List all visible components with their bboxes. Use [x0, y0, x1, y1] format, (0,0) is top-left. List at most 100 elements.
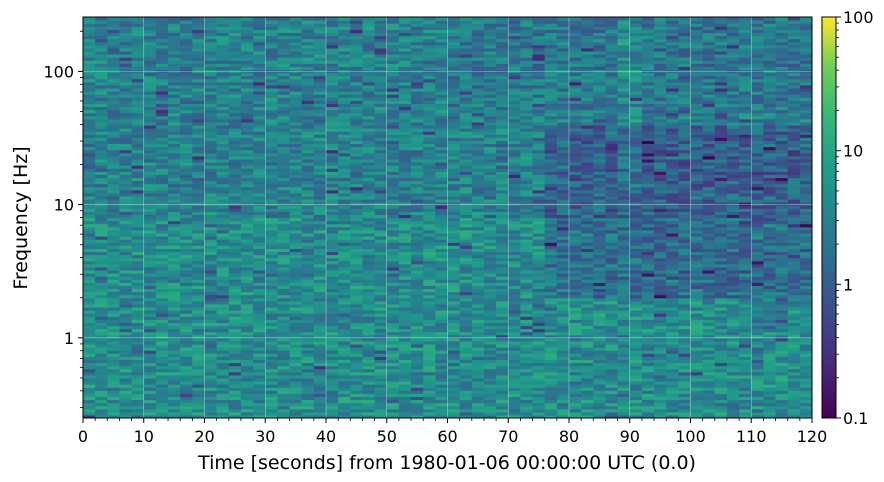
heatmap-cell	[83, 340, 96, 345]
heatmap-cell	[520, 343, 534, 348]
heatmap-cell	[228, 294, 242, 299]
heatmap-cell	[240, 387, 254, 391]
heatmap-cell	[313, 57, 327, 61]
heatmap-cell	[131, 20, 145, 24]
heatmap-cell	[350, 276, 364, 280]
heatmap-cell	[95, 337, 108, 342]
heatmap-cell	[374, 276, 388, 280]
heatmap-cell	[471, 78, 485, 83]
heatmap-cell	[447, 384, 461, 388]
heatmap-cell	[119, 226, 133, 231]
heatmap-cell	[192, 158, 206, 163]
heatmap-cell	[423, 195, 436, 200]
heatmap-cell	[204, 106, 218, 111]
heatmap-cell	[119, 368, 133, 373]
heatmap-cell	[265, 165, 278, 169]
heatmap-cell	[459, 38, 473, 43]
heatmap-cell	[386, 248, 400, 253]
heatmap-cell	[313, 276, 327, 280]
heatmap-cell	[155, 254, 169, 259]
heatmap-cell	[398, 20, 412, 24]
heatmap-cell	[180, 202, 193, 206]
heatmap-cell	[508, 211, 521, 216]
heatmap-cell	[83, 414, 96, 418]
heatmap-cell	[277, 239, 291, 243]
heatmap-cell	[240, 60, 254, 64]
heatmap-cell	[216, 35, 230, 40]
heatmap-cell	[362, 337, 376, 342]
heatmap-cell	[301, 411, 315, 416]
heatmap-cell	[216, 257, 230, 262]
heatmap-cell	[228, 239, 242, 243]
heatmap-cell	[411, 97, 424, 101]
heatmap-cell	[204, 408, 218, 413]
heatmap-cell	[471, 322, 485, 327]
heatmap-cell	[119, 57, 133, 61]
heatmap-cell	[423, 63, 436, 67]
heatmap-cell	[216, 124, 230, 129]
heatmap-cell	[350, 50, 364, 55]
heatmap-cell	[131, 32, 145, 37]
heatmap-cell	[520, 371, 534, 376]
heatmap-cell	[204, 377, 218, 382]
heatmap-cell	[483, 405, 497, 410]
heatmap-cell	[447, 226, 461, 231]
heatmap-cell	[508, 214, 521, 219]
heatmap-cell	[204, 165, 218, 169]
heatmap-cell	[228, 217, 242, 222]
heatmap-cell	[289, 371, 303, 376]
heatmap-cell	[107, 393, 121, 397]
heatmap-cell	[228, 356, 242, 360]
heatmap-cell	[350, 131, 364, 135]
heatmap-cell	[338, 134, 351, 138]
heatmap-cell	[131, 279, 145, 283]
heatmap-cell	[265, 44, 278, 49]
heatmap-cell	[374, 57, 388, 61]
heatmap-cell	[411, 340, 424, 345]
heatmap-cell	[447, 303, 461, 308]
heatmap-cell	[362, 356, 376, 360]
heatmap-cell	[326, 279, 339, 283]
heatmap-cell	[398, 174, 412, 178]
heatmap-cell	[131, 87, 145, 92]
heatmap-cell	[131, 143, 145, 148]
heatmap-cell	[83, 242, 96, 246]
heatmap-cell	[532, 229, 546, 234]
heatmap-cell	[386, 91, 400, 95]
heatmap-cell	[192, 242, 206, 246]
heatmap-cell	[508, 29, 521, 34]
heatmap-cell	[423, 192, 436, 197]
heatmap-cell	[253, 359, 266, 364]
heatmap-cell	[496, 306, 509, 311]
heatmap-cell	[350, 134, 364, 138]
heatmap-cell	[338, 223, 351, 228]
heatmap-cell	[362, 405, 376, 410]
heatmap-cell	[180, 75, 193, 80]
heatmap-cell	[326, 276, 339, 280]
heatmap-cell	[143, 115, 157, 120]
heatmap-cell	[107, 303, 121, 308]
heatmap-cell	[240, 362, 254, 367]
heatmap-cell	[277, 340, 291, 345]
heatmap-cell	[253, 205, 266, 209]
heatmap-cell	[350, 54, 364, 58]
heatmap-cell	[240, 87, 254, 92]
heatmap-cell	[289, 171, 303, 175]
heatmap-cell	[289, 291, 303, 296]
heatmap-cell	[95, 303, 108, 308]
heatmap-cell	[204, 325, 218, 330]
heatmap-cell	[143, 38, 157, 43]
heatmap-cell	[253, 54, 266, 58]
heatmap-cell	[216, 23, 230, 27]
heatmap-cell	[350, 223, 364, 228]
heatmap-cell	[192, 319, 206, 323]
heatmap-cell	[83, 334, 96, 339]
heatmap-cell	[386, 359, 400, 364]
heatmap-cell	[192, 20, 206, 24]
heatmap-cell	[265, 384, 278, 388]
heatmap-cell	[459, 72, 473, 77]
heatmap-cell	[192, 44, 206, 49]
heatmap-cell	[301, 328, 315, 333]
heatmap-cell	[313, 319, 327, 323]
heatmap-cell	[216, 396, 230, 401]
